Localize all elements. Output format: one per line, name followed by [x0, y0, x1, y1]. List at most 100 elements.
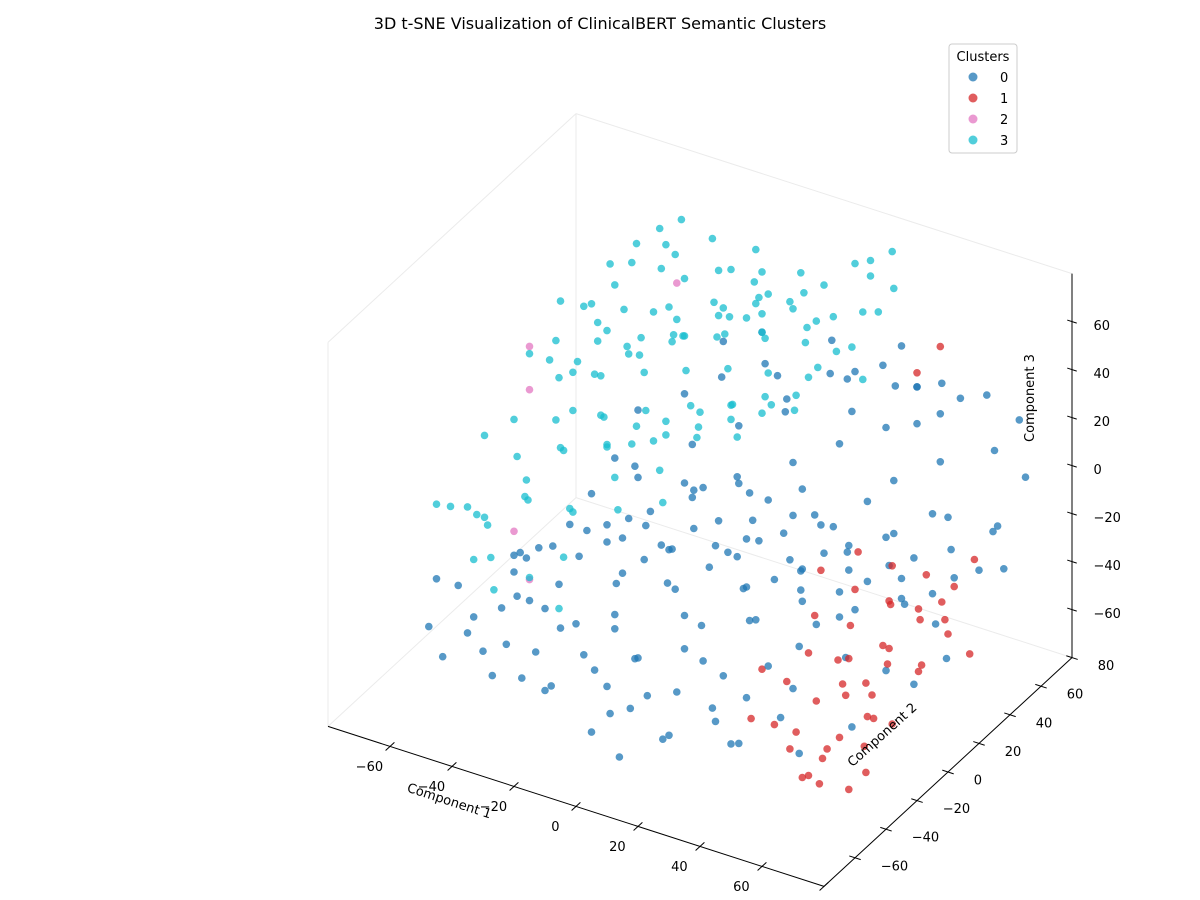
data-point-cluster-0: [719, 337, 728, 346]
axis-tick: [942, 769, 954, 775]
data-point-cluster-0: [742, 535, 751, 543]
data-point-cluster-1: [747, 714, 755, 723]
data-point-cluster-0: [680, 479, 689, 487]
data-point-cluster-3: [657, 264, 666, 273]
data-point-cluster-3: [714, 311, 723, 320]
data-point-cluster-0: [690, 524, 698, 533]
data-point-cluster-0: [848, 407, 856, 416]
data-point-cluster-0: [513, 592, 521, 600]
data-point-cluster-0: [479, 647, 487, 655]
data-point-cluster-3: [525, 349, 534, 358]
data-point-cluster-1: [885, 597, 893, 605]
data-point-cluster-3: [755, 293, 763, 302]
data-point-cluster-1: [815, 780, 824, 788]
data-point-cluster-1: [758, 665, 766, 673]
data-point-cluster-0: [938, 379, 946, 388]
data-point-cluster-3: [797, 269, 805, 277]
legend-marker-2: [968, 114, 978, 124]
data-point-cluster-0: [663, 579, 672, 587]
data-point-cluster-0: [950, 574, 958, 582]
data-point-cluster-1: [792, 728, 800, 736]
legend-marker-1: [968, 93, 978, 103]
data-point-cluster-0: [936, 410, 945, 418]
data-point-cluster-0: [770, 575, 779, 584]
data-point-cluster-1: [845, 654, 853, 663]
data-point-cluster-3: [890, 284, 898, 293]
y-tick-label: 60: [1067, 688, 1084, 703]
data-point-cluster-0: [631, 654, 639, 663]
data-point-cluster-0: [425, 622, 433, 631]
data-point-cluster-0: [580, 651, 588, 659]
data-point-cluster-0: [882, 533, 890, 542]
data-point-cluster-1: [835, 733, 844, 742]
data-point-cluster-0: [829, 522, 838, 531]
axis-tick: [385, 741, 395, 751]
axis-tick: [1067, 415, 1077, 420]
data-point-cluster-0: [1015, 416, 1024, 424]
data-point-cluster-3: [480, 431, 489, 440]
data-point-cluster-3: [569, 406, 577, 415]
data-point-cluster-3: [866, 272, 875, 280]
data-point-cluster-0: [469, 613, 478, 621]
x-tick-label: −20: [480, 800, 507, 815]
data-point-cluster-0: [776, 713, 785, 722]
legend-marker-0: [968, 72, 978, 82]
pane-edge: [327, 113, 577, 343]
data-points: [425, 215, 1030, 794]
data-point-cluster-0: [826, 369, 834, 378]
data-point-cluster-0: [657, 541, 666, 549]
data-point-cluster-0: [643, 691, 652, 700]
data-point-cluster-0: [618, 569, 627, 577]
data-point-cluster-0: [665, 545, 673, 554]
data-point-cluster-0: [488, 671, 497, 680]
data-point-cluster-0: [742, 693, 751, 702]
x-tick-label: −40: [418, 780, 445, 795]
data-point-cluster-3: [603, 443, 611, 451]
data-point-cluster-0: [843, 375, 852, 383]
data-point-cluster-0: [843, 548, 852, 556]
data-point-cluster-0: [739, 584, 748, 593]
data-point-cluster-0: [719, 672, 728, 680]
data-point-cluster-0: [727, 740, 735, 748]
data-point-cluster-3: [593, 337, 602, 345]
data-point-cluster-0: [851, 367, 859, 376]
data-point-cluster-0: [642, 521, 650, 530]
data-point-cluster-1: [846, 621, 855, 630]
data-point-cluster-3: [668, 337, 676, 346]
axis-tick: [849, 855, 861, 861]
data-point-cluster-1: [970, 555, 979, 564]
data-point-cluster-1: [869, 714, 878, 723]
data-point-cluster-0: [789, 458, 797, 467]
data-point-cluster-0: [535, 544, 543, 552]
data-point-cluster-0: [463, 629, 472, 637]
data-point-cluster-3: [522, 476, 531, 484]
data-point-cluster-3: [611, 473, 619, 482]
data-point-cluster-0: [795, 749, 803, 758]
data-point-cluster-2: [673, 279, 681, 287]
data-point-cluster-0: [502, 640, 511, 649]
x-tick-label: 0: [551, 820, 559, 835]
data-point-cluster-1: [922, 571, 931, 579]
data-point-cluster-3: [628, 258, 636, 267]
data-point-cluster-0: [724, 548, 732, 557]
data-point-cluster-3: [790, 406, 799, 415]
legend-label-1: 1: [1000, 92, 1008, 107]
data-point-cluster-1: [841, 691, 850, 700]
data-point-cluster-0: [572, 620, 580, 628]
data-point-cluster-0: [797, 567, 805, 575]
data-point-cluster-1: [845, 785, 853, 794]
data-point-cluster-3: [727, 401, 735, 410]
data-point-cluster-0: [936, 458, 945, 466]
data-point-cluster-3: [742, 314, 751, 322]
axis-tick: [571, 801, 581, 811]
data-point-cluster-0: [882, 666, 890, 675]
data-point-cluster-3: [832, 347, 841, 356]
data-point-cluster-3: [559, 446, 568, 455]
data-point-cluster-0: [634, 406, 642, 414]
data-point-cluster-3: [851, 259, 859, 268]
data-point-cluster-0: [890, 529, 898, 538]
data-point-cluster-3: [606, 260, 614, 268]
data-point-cluster-1: [936, 342, 945, 351]
data-point-cluster-0: [817, 521, 825, 529]
